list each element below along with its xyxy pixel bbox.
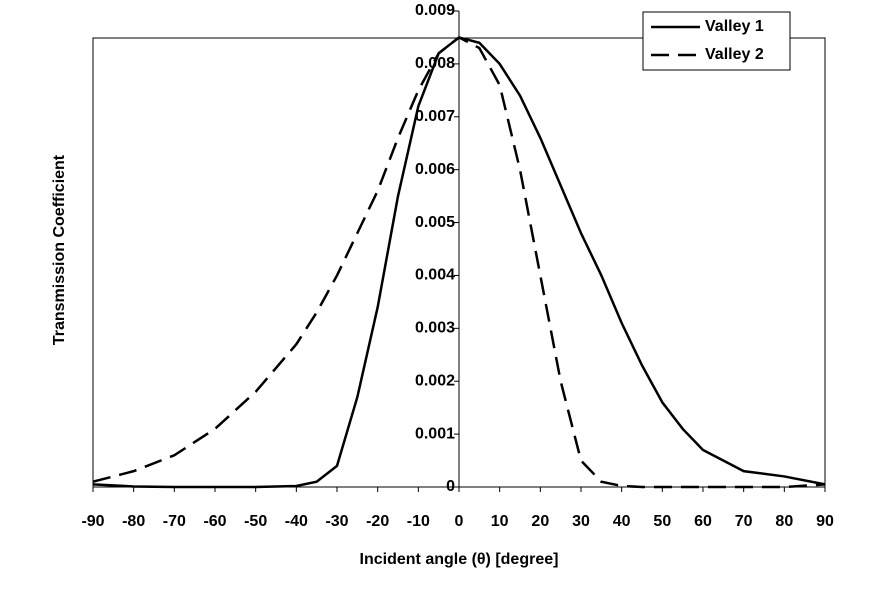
y-axis-label: Transmission Coefficient — [51, 154, 68, 345]
x-tick-label: -80 — [122, 513, 145, 530]
legend-box — [642, 11, 791, 71]
x-tick-label: -20 — [366, 513, 389, 530]
x-axis-label: Incident angle (θ) [degree] — [360, 551, 559, 568]
y-tick-label: 0.006 — [415, 161, 455, 178]
y-tick-label: 0.007 — [415, 108, 455, 125]
x-tick-label: 40 — [613, 513, 631, 530]
x-tick-label: -60 — [203, 513, 226, 530]
x-tick-label: 50 — [653, 513, 671, 530]
x-tick-label: 10 — [491, 513, 509, 530]
x-tick-label: 60 — [694, 513, 712, 530]
data-line — [92, 36, 826, 489]
data-line — [92, 35, 826, 489]
x-tick-label: -70 — [163, 513, 186, 530]
x-tick-label: -40 — [285, 513, 308, 530]
x-tick-label: -10 — [407, 513, 430, 530]
x-tick-label: 20 — [531, 513, 549, 530]
x-tick-label: 30 — [572, 513, 590, 530]
x-tick-label: 70 — [735, 513, 753, 530]
y-tick-label: 0.001 — [415, 425, 455, 442]
x-tick-label: 90 — [816, 513, 834, 530]
y-tick-label: 0.003 — [415, 320, 455, 337]
x-tick-label: 0 — [455, 513, 464, 530]
x-tick-label: -30 — [325, 513, 348, 530]
legend-label: Valley 2 — [705, 46, 764, 63]
y-tick-label: 0.004 — [415, 267, 455, 284]
legend-label: Valley 1 — [705, 18, 764, 35]
y-tick-label: 0.009 — [415, 2, 455, 19]
y-tick-label: 0.005 — [415, 214, 455, 231]
y-tick-label: 0.002 — [415, 372, 455, 389]
x-tick-label: 80 — [775, 513, 793, 530]
x-tick-label: -90 — [81, 513, 104, 530]
x-tick-label: -50 — [244, 513, 267, 530]
y-tick-label: 0 — [446, 478, 455, 495]
